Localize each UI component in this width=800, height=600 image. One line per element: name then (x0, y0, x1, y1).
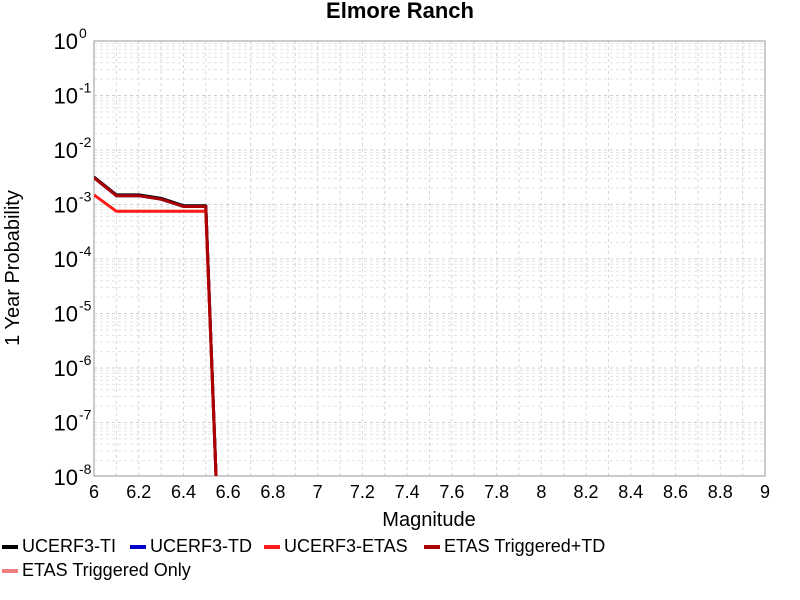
y-tick-label: 10 -8 (54, 461, 92, 490)
y-tick-label: 10 -6 (54, 352, 92, 381)
y-tick-base: 10 (54, 302, 78, 327)
x-tick-label: 7.8 (484, 482, 509, 502)
y-tick-exponent: -7 (79, 407, 92, 423)
y-tick-exponent: -3 (79, 189, 92, 205)
series-layer (94, 175, 218, 476)
legend-swatch (424, 544, 440, 549)
x-tick-label: 8.8 (708, 482, 733, 502)
x-tick-label: 8.2 (574, 482, 599, 502)
x-tick-label: 6.8 (260, 482, 285, 502)
x-tick-labels: 6 6.2 6.4 6.6 6.8 7 7.2 7.4 7.6 7.8 8 8.2 8.4 8.6 8.8 9 (89, 482, 770, 502)
x-tick-label: 7.4 (395, 482, 420, 502)
y-tick-exponent: -5 (79, 298, 92, 314)
y-tick-base: 10 (54, 193, 78, 218)
x-tick-label: 8.6 (663, 482, 688, 502)
x-tick-label: 8.4 (618, 482, 643, 502)
legend-label: UCERF3-TI (22, 536, 116, 556)
legend-item: UCERF3-TI (2, 536, 116, 557)
legend-swatch (2, 568, 18, 573)
y-tick-label: 10 -7 (54, 407, 92, 436)
grid (94, 41, 765, 476)
y-tick-exponent: -8 (79, 461, 92, 477)
x-tick-label: 7.2 (350, 482, 375, 502)
x-tick-label: 6.4 (171, 482, 196, 502)
legend-label: UCERF3-ETAS (284, 536, 408, 556)
y-tick-label: 10 -2 (54, 134, 92, 163)
legend-swatch (130, 544, 146, 549)
y-tick-exponent: -4 (79, 243, 92, 259)
y-tick-base: 10 (54, 29, 78, 54)
x-tick-label: 8 (536, 482, 546, 502)
y-tick-base: 10 (54, 247, 78, 272)
x-tick-label: 6 (89, 482, 99, 502)
x-tick-label: 7.6 (439, 482, 464, 502)
series-line (94, 176, 218, 476)
legend-item: ETAS Triggered+TD (424, 536, 605, 557)
y-tick-exponent: -6 (79, 352, 92, 368)
y-tick-label: 10 -1 (54, 80, 92, 109)
y-axis-label: 1 Year Probability (2, 190, 24, 346)
y-tick-label: 10 -5 (54, 298, 92, 327)
x-tick-label: 7 (313, 482, 323, 502)
y-tick-base: 10 (54, 465, 78, 490)
y-tick-exponent: -2 (79, 134, 92, 150)
y-tick-exponent: -1 (79, 80, 92, 96)
x-tick-label: 9 (760, 482, 770, 502)
x-tick-label: 6.6 (216, 482, 241, 502)
plot-frame (93, 40, 766, 477)
legend-swatch (2, 544, 18, 549)
y-tick-base: 10 (54, 84, 78, 109)
x-axis-label: Magnitude (382, 509, 475, 531)
y-tick-label: 10 -4 (54, 243, 92, 272)
y-tick-label: 10 -3 (54, 189, 92, 218)
y-tick-base: 10 (54, 411, 78, 436)
y-tick-exponent: 0 (79, 25, 87, 41)
chart-title: Elmore Ranch (326, 0, 474, 23)
legend-label: ETAS Triggered Only (22, 560, 191, 580)
y-tick-base: 10 (54, 356, 78, 381)
x-tick-label: 6.2 (126, 482, 151, 502)
legend-item: UCERF3-ETAS (264, 536, 408, 557)
y-tick-base: 10 (54, 138, 78, 163)
legend-label: UCERF3-TD (150, 536, 252, 556)
y-tick-label: 10 0 (54, 25, 87, 54)
legend-item: UCERF3-TD (130, 536, 252, 557)
legend-swatch (264, 544, 280, 549)
legend-label: ETAS Triggered+TD (444, 536, 606, 556)
legend-item: ETAS Triggered Only (2, 560, 191, 581)
